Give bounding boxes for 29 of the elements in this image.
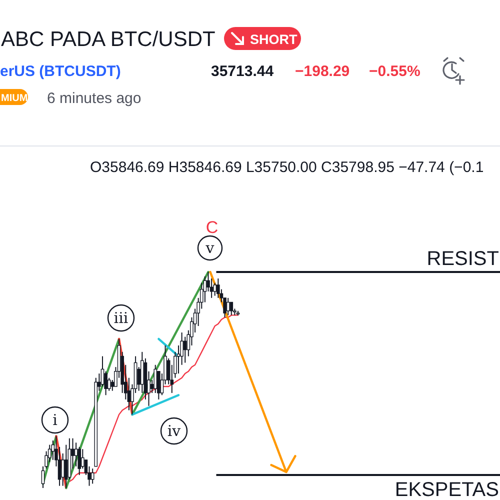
ref-line-label: RESIST xyxy=(426,248,499,270)
text: MIUM xyxy=(1,93,28,104)
candlestick xyxy=(74,442,78,467)
candlestick xyxy=(230,302,234,316)
text: −0.55% xyxy=(369,63,420,80)
candlestick xyxy=(81,448,84,470)
annotation: iii xyxy=(114,309,128,327)
chart-title: ABC PADA BTC/USDT xyxy=(1,28,216,51)
text: 35713.44 xyxy=(211,63,274,80)
candlestick xyxy=(41,466,45,488)
candlestick xyxy=(61,452,64,486)
text: O35846.69 H35846.69 L35750.00 C35798.95 −47.74 (−0.1 xyxy=(90,159,484,176)
text: C xyxy=(206,218,218,237)
text: v xyxy=(204,239,215,257)
text: −198.29 xyxy=(295,63,350,80)
candlestick xyxy=(216,278,220,298)
text: erUS (BTCUSDT) xyxy=(0,63,121,80)
text: SHORT xyxy=(250,32,298,47)
annotation: i xyxy=(52,411,58,429)
candlestick xyxy=(183,336,187,364)
candlestick xyxy=(176,344,180,374)
ref-line-label: EKSPETAS xyxy=(394,479,499,500)
candlestick xyxy=(78,446,82,476)
text: 6 minutes ago xyxy=(47,90,142,107)
candlestick xyxy=(213,282,217,296)
candlestick xyxy=(107,377,111,392)
candlestick xyxy=(154,364,158,394)
candlestick xyxy=(90,468,94,484)
annotation: iv xyxy=(167,422,182,440)
